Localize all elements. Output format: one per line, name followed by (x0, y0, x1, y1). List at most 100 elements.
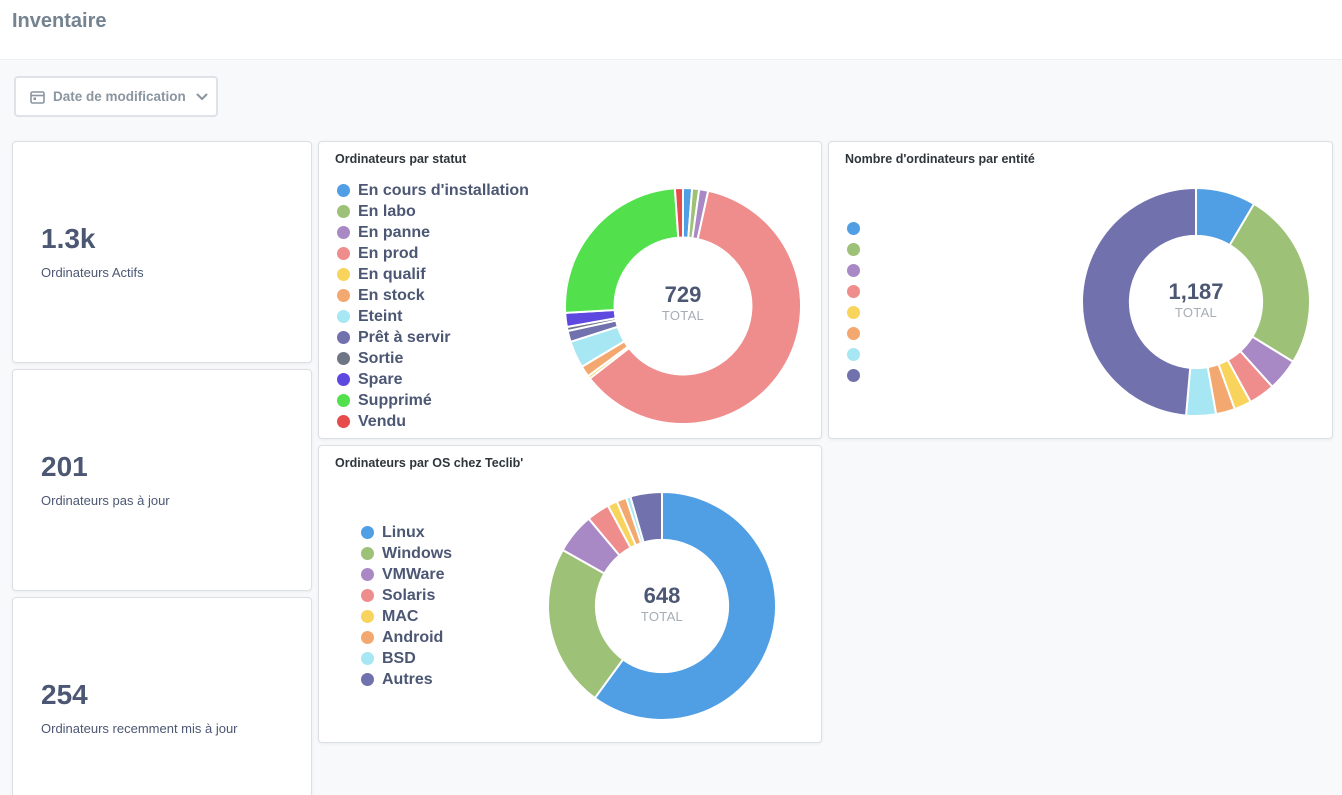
scalar-card-outdated[interactable]: 201 Ordinateurs pas à jour (12, 369, 312, 591)
donut-slice[interactable] (629, 490, 663, 544)
legend-label: En labo (358, 202, 416, 220)
chart-card-os: Ordinateurs par OS chez Teclib' Linux Win… (318, 445, 822, 743)
scalar-label: Ordinateurs Actifs (41, 265, 144, 280)
legend-swatch (337, 415, 350, 428)
legend-label: Windows (382, 544, 453, 562)
legend-swatch (337, 205, 350, 218)
legend-swatch (361, 652, 374, 665)
legend-label: VMWare (382, 565, 445, 583)
legend-label: Android (382, 628, 444, 646)
legend-item[interactable] (847, 260, 868, 281)
legend-item[interactable]: En labo (337, 201, 529, 222)
scalar-card-recent[interactable]: 254 Ordinateurs recemment mis à jour (12, 597, 312, 795)
legend-swatch (361, 526, 374, 539)
legend-item[interactable] (847, 365, 868, 386)
legend-item[interactable]: Solaris (361, 585, 452, 606)
legend-swatch (337, 352, 350, 365)
legend-item[interactable]: Autres (361, 669, 452, 690)
legend-swatch (337, 310, 350, 323)
chevron-down-icon (196, 93, 208, 101)
donut-total: 729 (664, 282, 702, 307)
chart-card-entity: Nombre d'ordinateurs par entité 1,187 TO… (828, 141, 1333, 439)
scalar-label: Ordinateurs recemment mis à jour (41, 721, 238, 736)
legend-item[interactable]: Android (361, 627, 452, 648)
legend-item[interactable]: En prod (337, 243, 529, 264)
legend-label: En stock (358, 286, 425, 304)
donut-center: 1,187 TOTAL (1136, 279, 1256, 320)
donut-center: 648 TOTAL (602, 583, 722, 624)
legend-item[interactable] (847, 218, 868, 239)
calendar-icon (30, 90, 45, 104)
legend-label: Vendu (358, 412, 407, 430)
legend-item[interactable] (847, 302, 868, 323)
legend-item[interactable]: Eteint (337, 306, 529, 327)
date-filter-button[interactable]: Date de modification (14, 76, 218, 117)
donut-slice[interactable] (673, 186, 684, 239)
legend-swatch (337, 394, 350, 407)
legend-swatch (337, 331, 350, 344)
legend-swatch (847, 306, 860, 319)
legend-item[interactable]: Supprimé (337, 390, 529, 411)
legend-swatch (337, 268, 350, 281)
legend-swatch (847, 285, 860, 298)
chart-title: Ordinateurs par OS chez Teclib' (335, 456, 524, 470)
legend-swatch (337, 184, 350, 197)
donut-slice[interactable] (1228, 202, 1311, 364)
legend-swatch (847, 264, 860, 277)
donut-total-label: TOTAL (1174, 305, 1218, 320)
legend-item[interactable] (847, 323, 868, 344)
legend-swatch (361, 610, 374, 623)
legend-item[interactable]: BSD (361, 648, 452, 669)
legend-item[interactable]: MAC (361, 606, 452, 627)
legend-swatch (847, 369, 860, 382)
chart-title: Ordinateurs par statut (335, 152, 467, 166)
legend-item[interactable]: Prêt à servir (337, 327, 529, 348)
legend-item[interactable]: Spare (337, 369, 529, 390)
legend-item[interactable] (847, 239, 868, 260)
legend-item[interactable]: En stock (337, 285, 529, 306)
donut-slice[interactable] (564, 187, 680, 314)
legend-item[interactable] (847, 281, 868, 302)
donut-chart-os (547, 490, 777, 721)
legend-swatch (847, 243, 860, 256)
donut-slice[interactable] (593, 490, 777, 721)
donut-center: 729 TOTAL (623, 282, 743, 323)
legend-swatch (337, 373, 350, 386)
scalar-value: 1.3k (41, 223, 96, 254)
chart-legend: Linux Windows VMWare Solaris MAC Android BSD Au… (361, 522, 452, 690)
legend-label: Linux (382, 523, 425, 541)
scalar-value: 254 (41, 679, 88, 710)
legend-item[interactable]: En panne (337, 222, 529, 243)
legend-swatch (337, 289, 350, 302)
donut-chart-status (564, 186, 802, 425)
legend-item[interactable]: En cours d'installation (337, 180, 529, 201)
legend-item[interactable]: VMWare (361, 564, 452, 585)
legend-swatch (847, 327, 860, 340)
legend-item[interactable]: Vendu (337, 411, 529, 432)
legend-swatch (337, 226, 350, 239)
legend-item[interactable]: Sortie (337, 348, 529, 369)
legend-swatch (361, 589, 374, 602)
donut-total: 1,187 (1168, 279, 1224, 304)
chart-title: Nombre d'ordinateurs par entité (845, 152, 1035, 166)
donut-slice[interactable] (547, 548, 625, 700)
legend-label: En cours d'installation (358, 181, 529, 199)
donut-slice[interactable] (1081, 186, 1197, 417)
legend-swatch (847, 348, 860, 361)
scalar-card-active[interactable]: 1.3k Ordinateurs Actifs (12, 141, 312, 363)
legend-label: En qualif (358, 265, 426, 283)
donut-total-label: TOTAL (661, 308, 705, 323)
donut-slice[interactable] (588, 189, 802, 425)
legend-item[interactable] (847, 344, 868, 365)
donut-total-label: TOTAL (640, 609, 684, 624)
legend-item[interactable]: Linux (361, 522, 452, 543)
legend-item[interactable]: En qualif (337, 264, 529, 285)
chart-legend (847, 218, 868, 386)
scalar-label: Ordinateurs pas à jour (41, 493, 170, 508)
legend-item[interactable]: Windows (361, 543, 452, 564)
scalar-value: 201 (41, 451, 88, 482)
legend-swatch (337, 247, 350, 260)
chart-card-status: Ordinateurs par statut En cours d'instal… (318, 141, 822, 439)
legend-label: Eteint (358, 307, 403, 325)
legend-swatch (847, 222, 860, 235)
